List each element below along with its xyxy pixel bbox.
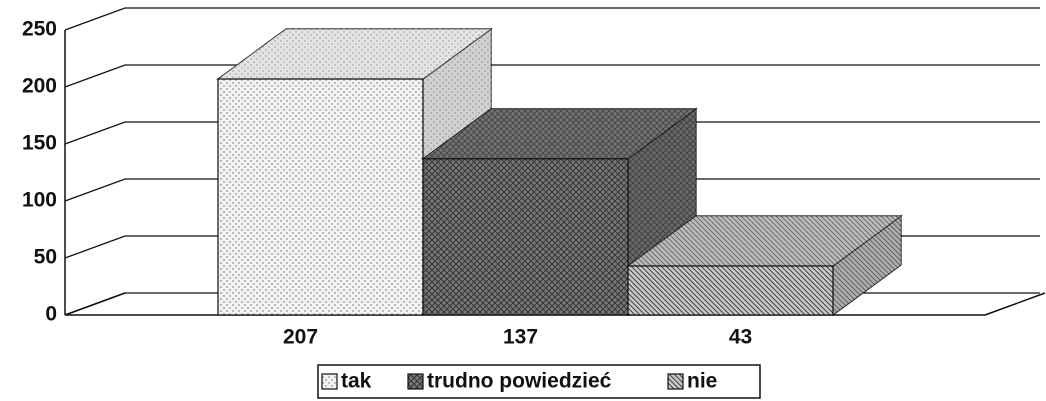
- bar: [217, 78, 424, 316]
- y-tick-label: 250: [22, 18, 57, 41]
- grid-line: [64, 64, 1040, 88]
- y-tick-label: 200: [22, 75, 57, 98]
- bar: [627, 265, 834, 316]
- legend-label: nie: [687, 370, 717, 393]
- legend-swatch: [407, 373, 424, 390]
- value-label: 43: [729, 326, 752, 349]
- legend-label: trudno powiedzieć: [427, 370, 612, 393]
- value-label: 137: [503, 326, 538, 349]
- grid-line: [64, 178, 1040, 202]
- y-tick-label: 0: [45, 303, 57, 326]
- bar-top-hatch: [218, 29, 491, 80]
- grid-line: [64, 7, 1040, 31]
- value-label: 207: [283, 326, 318, 349]
- legend-swatch: [321, 373, 338, 390]
- bar-top-hatch: [628, 215, 901, 266]
- legend-swatch: [667, 373, 684, 390]
- bar-side-hatch: [833, 215, 901, 315]
- bar-top-hatch: [423, 108, 696, 159]
- y-tick-label: 50: [34, 246, 57, 269]
- y-tick-label: 100: [22, 189, 57, 212]
- legend-box: [317, 364, 761, 399]
- grid-line: [64, 121, 1040, 145]
- y-tick-label: 150: [22, 132, 57, 155]
- legend-label: tak: [341, 370, 372, 393]
- bar: [422, 158, 629, 316]
